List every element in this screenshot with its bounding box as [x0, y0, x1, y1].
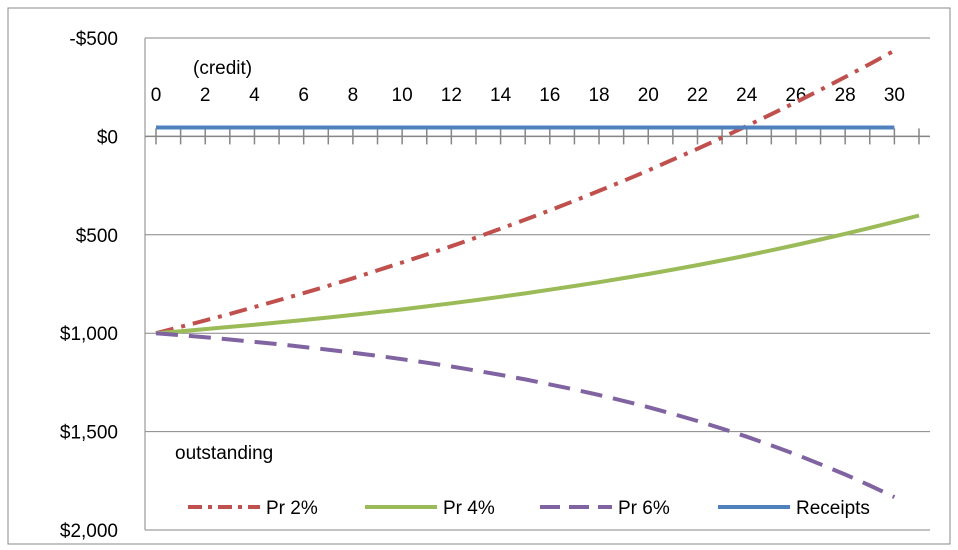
x-axis: 0 2 4 6 8 10 12 14 16 18 20 22 24 26 28 30 — [145, 85, 930, 145]
legend: Pr 2% Pr 4% Pr 6% Receipts — [188, 498, 870, 519]
x-tick-label: 4 — [249, 85, 260, 106]
x-tick-label: 18 — [588, 85, 609, 106]
x-tick-label: 30 — [884, 85, 905, 106]
x-tick-label: 24 — [736, 85, 758, 106]
outstanding-annotation: outstanding — [175, 443, 273, 464]
x-tick-label: 22 — [687, 85, 708, 106]
y-tick-label: -$500 — [69, 29, 118, 50]
x-tick-label: 26 — [785, 85, 806, 106]
legend-label: Receipts — [796, 498, 870, 519]
x-tick-label: 0 — [151, 85, 162, 106]
chart-frame — [7, 7, 951, 545]
legend-label: Pr 2% — [266, 498, 318, 519]
series-line-pr-2- — [155, 48, 896, 336]
x-tick-label: 14 — [490, 85, 512, 106]
y-tick-label: $1,500 — [60, 423, 118, 444]
x-tick-label: 28 — [835, 85, 856, 106]
series-line-pr-4- — [155, 213, 920, 336]
y-tick-label: $1,000 — [60, 324, 118, 345]
credit-annotation: (credit) — [193, 58, 252, 79]
x-tick-label: 10 — [392, 85, 413, 106]
x-tick-label: 20 — [638, 85, 659, 106]
y-tick-label: $2,000 — [60, 521, 118, 542]
series-group — [155, 48, 920, 499]
x-tick-label: 16 — [539, 85, 560, 106]
x-tick-label: 2 — [200, 85, 211, 106]
y-axis: -$500 $0 $500 $1,000 $1,500 $2,000 — [60, 29, 146, 542]
x-tick-label: 8 — [348, 85, 359, 106]
legend-label: Pr 6% — [618, 498, 670, 519]
x-tick-label: 12 — [441, 85, 462, 106]
x-tick-label: 6 — [298, 85, 309, 106]
legend-label: Pr 4% — [443, 498, 495, 519]
series-line-pr-6- — [155, 331, 896, 499]
y-tick-label: $500 — [76, 226, 118, 247]
y-tick-label: $0 — [97, 127, 118, 148]
